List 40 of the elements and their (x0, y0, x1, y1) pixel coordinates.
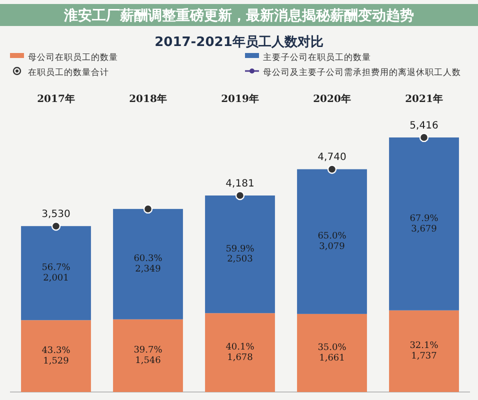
data-label: 35.0% 1,661 (318, 342, 347, 364)
legend-label: 母公司及主要子公司需承担费用的离退休职工人数 (263, 67, 461, 78)
x-tick-label: 2017年 (37, 93, 75, 105)
data-label: 3,530 (42, 209, 70, 220)
legend-label: 主要子公司在职员工的数量 (263, 52, 371, 63)
data-label: 59.9% 2,503 (226, 244, 255, 265)
point (51, 221, 61, 231)
x-tick-label: 2018年 (129, 93, 167, 105)
text: 2017-2021年员工人数对比 (154, 35, 324, 50)
bar (297, 314, 367, 392)
data-label: 4,740 (318, 152, 346, 164)
legend-label: 在职员工的数量合计 (28, 67, 109, 78)
bar (21, 226, 91, 320)
data-label: 32.1% 1,737 (410, 341, 439, 362)
data-label: 43.3% 1,529 (42, 346, 71, 366)
bar (113, 208, 183, 320)
x-tick-label: 2021年 (405, 93, 443, 105)
data-label: 60.3% 2,349 (134, 254, 163, 274)
bar (389, 137, 459, 310)
bar (205, 313, 275, 392)
data-label: 40.1% 1,678 (226, 342, 255, 363)
bar (21, 320, 91, 392)
point (327, 164, 337, 174)
bar (389, 310, 459, 392)
bar (113, 319, 183, 392)
point (235, 190, 245, 200)
data-label: 67.9% 3,679 (410, 214, 439, 234)
point (143, 204, 153, 214)
data-label: 56.7% 2,001 (42, 263, 71, 284)
data-label: 4,181 (226, 178, 254, 190)
legend-label: 母公司在职员工的数量 (28, 52, 118, 63)
data-label: 39.7% 1,546 (134, 346, 163, 366)
point (419, 132, 429, 142)
data-label: 5,416 (410, 120, 438, 132)
bar (297, 169, 367, 314)
data-label: 65.0% 3,079 (318, 232, 347, 252)
annotation: 淮安工厂薪酬调整重磅更新，最新消息揭秘薪酬变动趋势 (63, 7, 414, 24)
x-tick-label: 2020年 (313, 93, 351, 105)
bar (205, 196, 275, 314)
x-tick-label: 2019年 (221, 93, 259, 105)
